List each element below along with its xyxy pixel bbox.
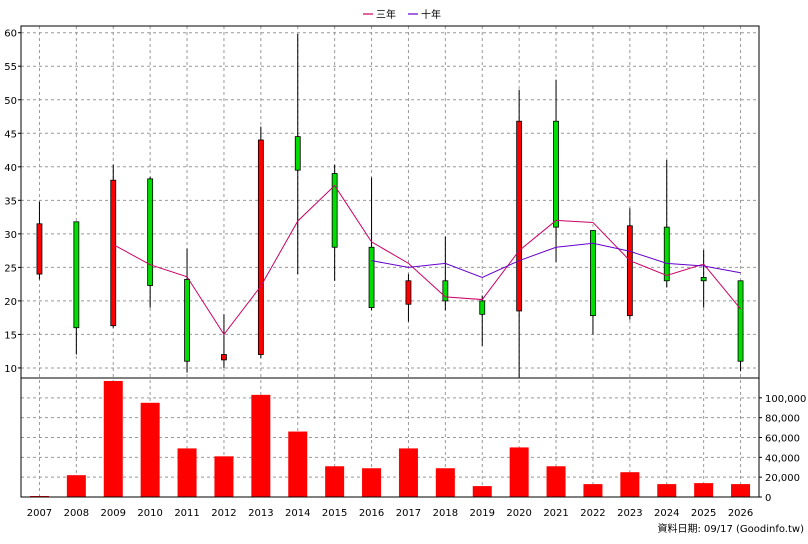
year-tick-label: 2015 bbox=[322, 508, 347, 519]
volume-bar bbox=[509, 447, 529, 497]
year-tick-label: 2017 bbox=[396, 508, 421, 519]
year-tick-label: 2018 bbox=[433, 508, 458, 519]
footer-source: 資料日期: 09/17 (Goodinfo.tw) bbox=[657, 522, 804, 535]
chart-legend: 三年 十年 bbox=[363, 8, 441, 21]
volume-tick-label: 40,000 bbox=[765, 453, 800, 464]
candle-body bbox=[294, 136, 301, 171]
ma-line-3yr bbox=[113, 184, 741, 336]
year-tick-label: 2009 bbox=[101, 508, 126, 519]
year-tick-label: 2019 bbox=[470, 508, 495, 519]
candle-body bbox=[663, 226, 670, 282]
year-tick-label: 2011 bbox=[174, 508, 199, 519]
year-tick-label: 2024 bbox=[654, 508, 679, 519]
candle-body bbox=[479, 300, 486, 315]
year-tick-label: 2021 bbox=[543, 508, 568, 519]
volume-bar bbox=[66, 475, 86, 497]
axes: 1015202530354045505560020,00040,00060,00… bbox=[4, 25, 806, 519]
year-tick-label: 2008 bbox=[64, 508, 89, 519]
volume-tick-label: 80,000 bbox=[765, 414, 800, 425]
volume-bar bbox=[657, 484, 677, 497]
price-tick-label: 40 bbox=[4, 163, 17, 174]
volume-bar bbox=[472, 486, 492, 497]
candle-body bbox=[36, 223, 43, 275]
candle-body bbox=[147, 178, 154, 286]
candle-body bbox=[405, 280, 412, 305]
candle-body bbox=[553, 120, 559, 228]
candle-body bbox=[184, 279, 190, 362]
year-tick-label: 2016 bbox=[359, 508, 384, 519]
plot-frame bbox=[20, 25, 760, 498]
year-tick-label: 2020 bbox=[506, 508, 531, 519]
volume-bar bbox=[251, 394, 271, 497]
year-tick-label: 2012 bbox=[211, 508, 236, 519]
volume-tick-label: 100,000 bbox=[765, 394, 806, 405]
price-tick-label: 15 bbox=[4, 330, 17, 341]
volume-bars bbox=[29, 380, 751, 497]
price-candles bbox=[36, 34, 744, 378]
price-tick-label: 50 bbox=[4, 96, 17, 107]
year-tick-label: 2014 bbox=[285, 508, 310, 519]
year-tick-label: 2010 bbox=[137, 508, 162, 519]
ma-line-10yr bbox=[371, 242, 741, 278]
price-tick-label: 30 bbox=[4, 230, 17, 241]
legend-label-10yr: 十年 bbox=[421, 8, 441, 21]
candle-body bbox=[516, 120, 523, 312]
year-tick-label: 2007 bbox=[27, 508, 52, 519]
candle-body bbox=[221, 354, 227, 361]
volume-bar bbox=[177, 448, 197, 497]
grid-lines bbox=[21, 26, 759, 497]
candle-body bbox=[442, 280, 449, 302]
year-tick-label: 2025 bbox=[691, 508, 716, 519]
candle-body bbox=[737, 280, 744, 362]
volume-bar bbox=[140, 402, 160, 497]
volume-bar bbox=[398, 448, 418, 497]
volume-bar bbox=[546, 466, 566, 497]
candle-body bbox=[368, 246, 375, 308]
volume-bar bbox=[362, 468, 382, 497]
candle-body bbox=[73, 221, 80, 329]
volume-bar bbox=[620, 472, 640, 497]
volume-tick-label: 20,000 bbox=[765, 473, 800, 484]
year-tick-label: 2022 bbox=[580, 508, 605, 519]
year-tick-label: 2013 bbox=[248, 508, 273, 519]
candle-body bbox=[700, 277, 707, 282]
volume-bar bbox=[103, 380, 123, 497]
price-tick-label: 10 bbox=[4, 364, 17, 375]
price-tick-label: 60 bbox=[4, 29, 17, 40]
candle-body bbox=[257, 139, 264, 355]
moving-average-lines bbox=[113, 184, 741, 336]
volume-tick-label: 60,000 bbox=[765, 434, 800, 445]
year-tick-label: 2023 bbox=[617, 508, 642, 519]
volume-bar bbox=[435, 468, 455, 497]
candle-body bbox=[626, 225, 633, 317]
candle-body bbox=[590, 230, 596, 317]
volume-bar bbox=[288, 431, 308, 497]
price-tick-label: 25 bbox=[4, 263, 17, 274]
candle-body bbox=[110, 179, 117, 327]
legend-label-3yr: 三年 bbox=[376, 8, 396, 21]
year-tick-label: 2026 bbox=[728, 508, 753, 519]
volume-bar bbox=[694, 483, 714, 497]
volume-bar bbox=[731, 484, 751, 497]
volume-bar bbox=[583, 484, 603, 497]
price-tick-label: 35 bbox=[4, 196, 17, 207]
price-tick-label: 55 bbox=[4, 62, 17, 73]
price-tick-label: 20 bbox=[4, 297, 17, 308]
candle-body bbox=[331, 173, 338, 248]
volume-bar bbox=[325, 466, 345, 497]
price-tick-label: 45 bbox=[4, 129, 17, 140]
volume-tick-label: 0 bbox=[765, 493, 771, 504]
volume-bar bbox=[214, 456, 234, 497]
